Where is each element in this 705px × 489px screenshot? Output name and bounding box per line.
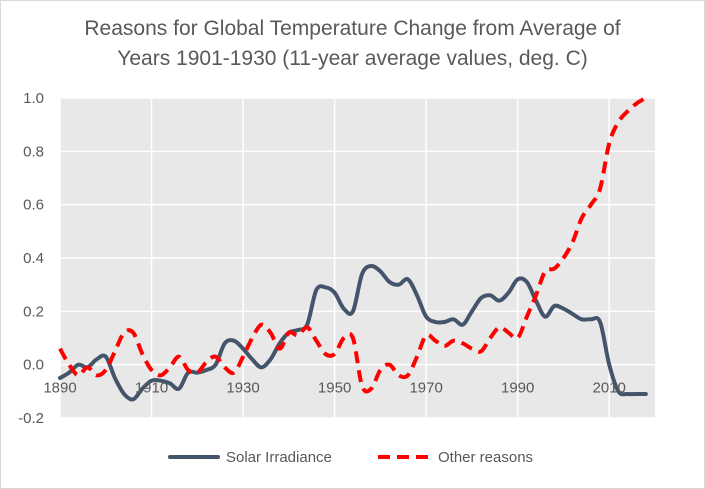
x-tick-label: 1930 bbox=[226, 380, 259, 397]
other-reasons-line bbox=[58, 96, 647, 394]
legend-label-other: Other reasons bbox=[438, 449, 533, 466]
x-tick-label: 1990 bbox=[501, 380, 534, 397]
x-tick-label: 1890 bbox=[43, 380, 76, 397]
y-tick-label: 1.0 bbox=[23, 90, 44, 107]
y-tick-label: 0.0 bbox=[23, 357, 44, 374]
y-tick-label: 0.6 bbox=[23, 197, 44, 214]
y-tick-label: 0.8 bbox=[23, 143, 44, 160]
y-tick-label: -0.2 bbox=[18, 410, 44, 427]
y-tick-label: 0.2 bbox=[23, 303, 44, 320]
x-tick-label: 2010 bbox=[593, 380, 626, 397]
x-tick-label: 1950 bbox=[318, 380, 351, 397]
horizontal-gridlines bbox=[60, 97, 655, 419]
x-tick-label: 1910 bbox=[135, 380, 168, 397]
legend: Solar Irradiance Other reasons bbox=[168, 449, 533, 466]
chart-title-line-2: Years 1901-1930 (11-year average values,… bbox=[117, 47, 588, 70]
solar-irradiance-line bbox=[58, 263, 648, 402]
x-axis-tick-labels: 1890 1910 1930 1950 1970 1990 2010 bbox=[43, 380, 626, 397]
chart-title: Reasons for Global Temperature Change fr… bbox=[0, 14, 705, 74]
series-lines bbox=[58, 96, 648, 402]
y-axis-tick-labels: 1.0 0.8 0.6 0.4 0.2 0.0 -0.2 bbox=[18, 90, 44, 427]
x-tick-label: 1970 bbox=[409, 380, 442, 397]
legend-label-solar: Solar Irradiance bbox=[226, 449, 332, 466]
chart-title-line-1: Reasons for Global Temperature Change fr… bbox=[84, 17, 621, 40]
y-tick-label: 0.4 bbox=[23, 250, 44, 267]
